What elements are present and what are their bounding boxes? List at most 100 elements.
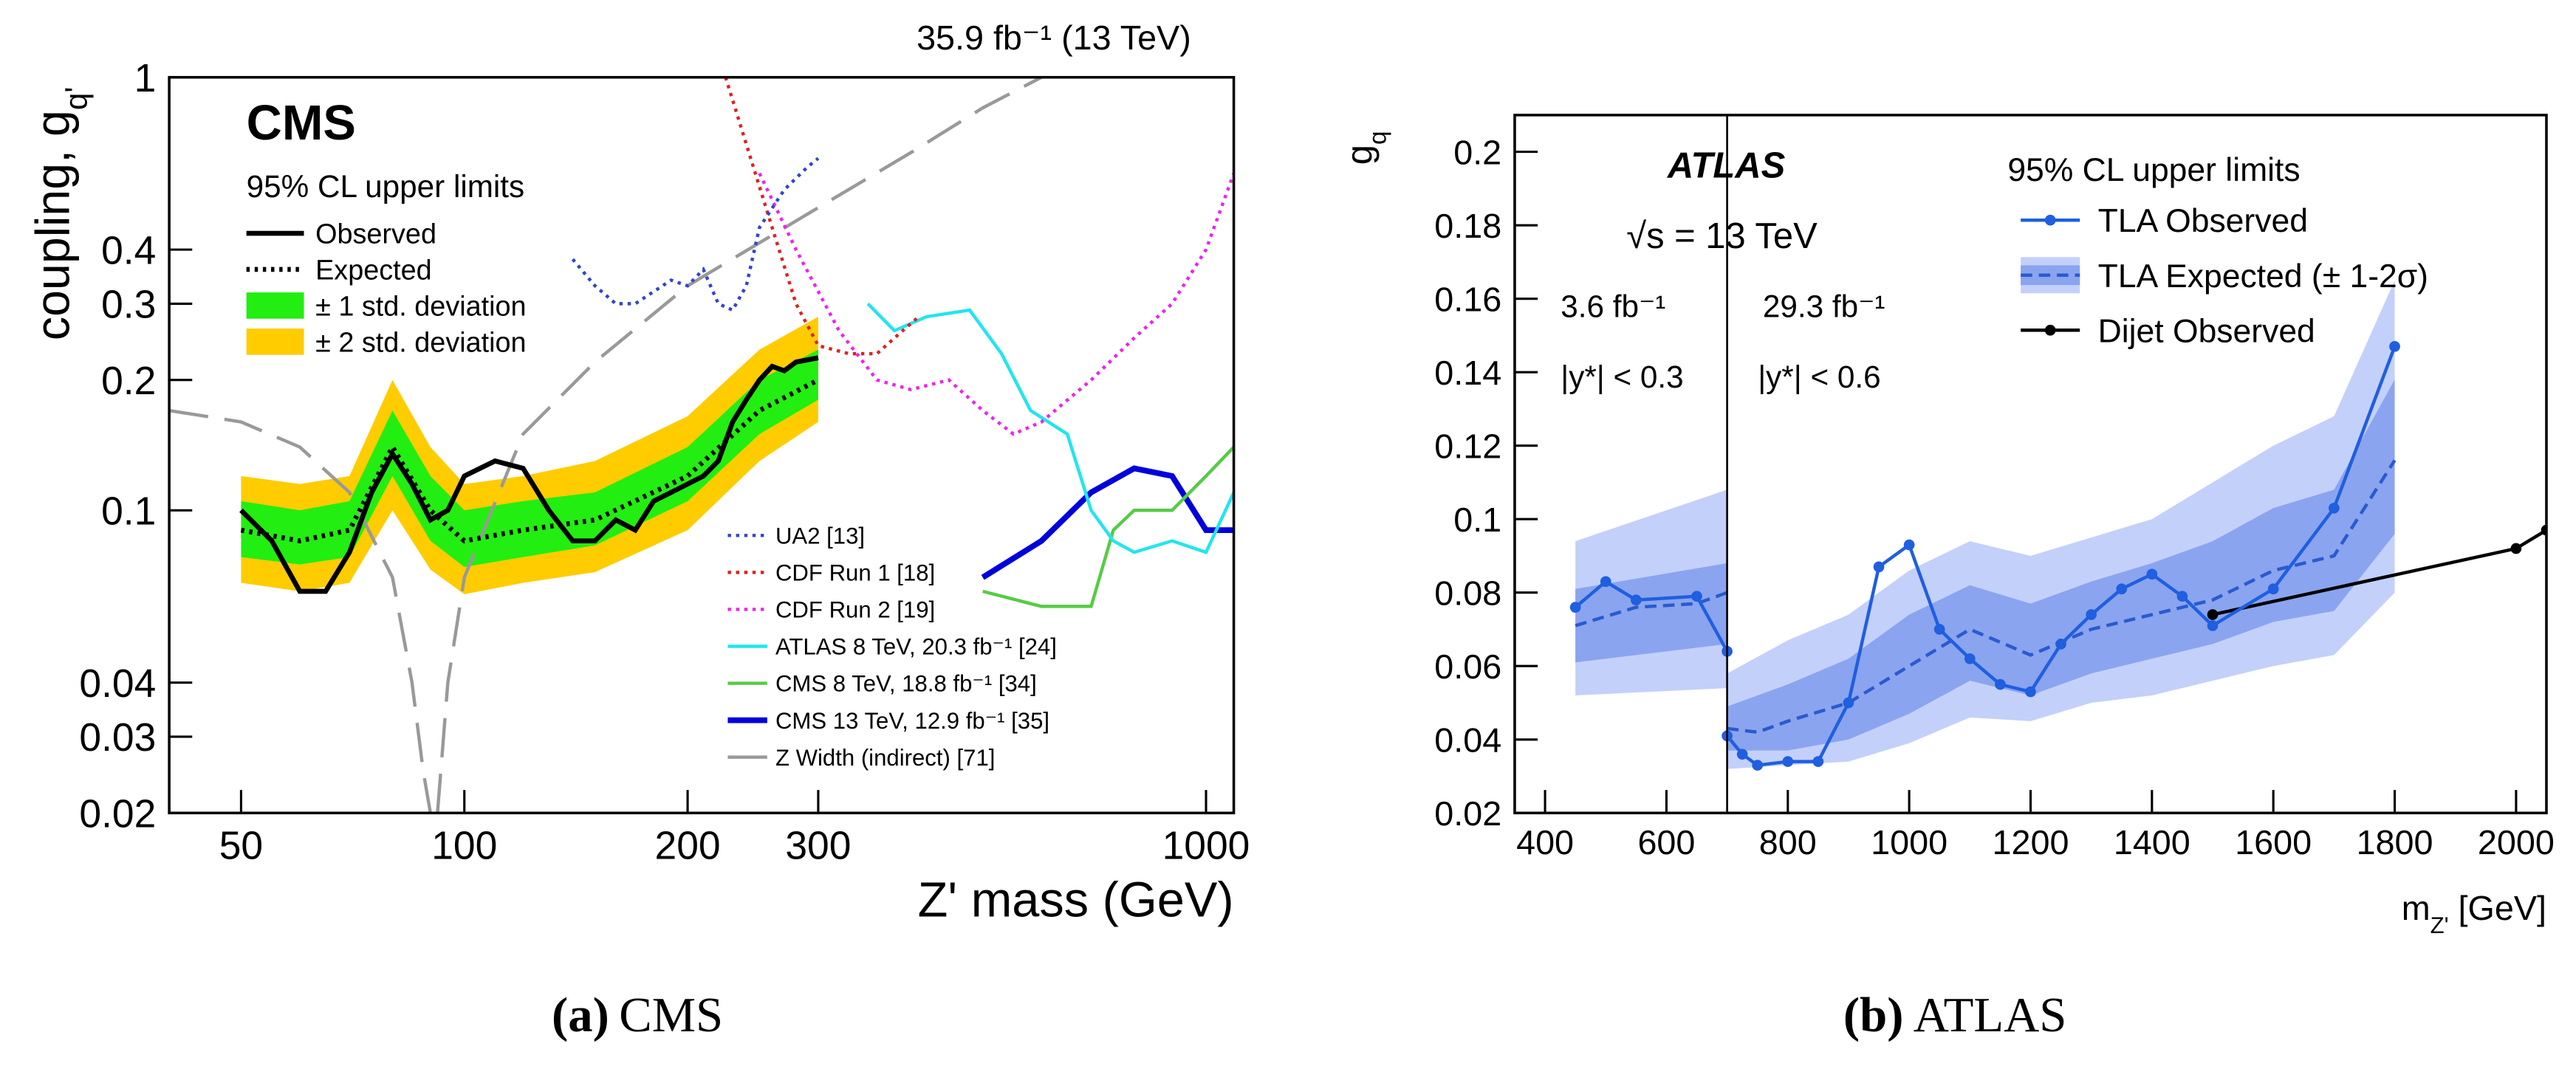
legend-label: UA2 [13] (775, 523, 865, 549)
y-tick-label: 1 (134, 57, 157, 100)
point (1782, 756, 1794, 767)
series-line (239, 355, 819, 594)
x-tick-label: 200 (655, 825, 721, 868)
x-tick-label: 1000 (1871, 823, 1948, 862)
y-tick-label: 0.02 (1434, 794, 1501, 833)
y-tick-label: 0.3 (101, 283, 156, 327)
series-line (571, 157, 820, 312)
y-tick-label: 0.04 (1434, 721, 1501, 760)
x-tick-label: 1000 (1162, 825, 1250, 868)
series-line (240, 377, 820, 544)
point (2176, 591, 2188, 602)
legend-entry: Expected (246, 255, 432, 286)
lumi: 35.9 fb⁻¹ (13 TeV) (917, 18, 1191, 57)
point (1569, 602, 1581, 613)
energy: √s = 13 TeV (1626, 216, 1818, 256)
point (1736, 749, 1748, 760)
y-tick-label: 0.4 (101, 229, 156, 272)
legend-entry: TLA Expected (± 1-2σ) (2021, 257, 2428, 295)
legend-entry: CDF Run 2 [19] (727, 597, 935, 623)
legend-label: ATLAS 8 TeV, 20.3 fb⁻¹ [24] (775, 634, 1057, 660)
cut-right: |y*| < 0.6 (1758, 360, 1880, 394)
caption-text: CMS (619, 988, 723, 1042)
legend-label: CDF Run 1 [18] (775, 560, 935, 586)
x-tick-label: 100 (431, 825, 497, 868)
legend-entry: TLA Observed (2021, 203, 2308, 239)
y-tick-label: 0.14 (1434, 354, 1501, 392)
point (1752, 760, 1764, 771)
legend-label: TLA Observed (2098, 203, 2308, 239)
legend-label: CMS 13 TeV, 12.9 fb⁻¹ [35] (775, 708, 1049, 734)
caption: (a) CMS (552, 988, 723, 1042)
experiment-label: CMS (247, 96, 356, 151)
legend-entry: ± 2 std. deviation (246, 327, 527, 358)
caption-text: ATLAS (1914, 988, 2067, 1042)
point (2146, 568, 2158, 580)
plot-area (169, 77, 1234, 814)
legend-label: Observed (315, 219, 436, 250)
y-label: gq (1340, 131, 1391, 165)
point (2116, 583, 2128, 595)
lumi-left: 3.6 fb⁻¹ (1561, 289, 1665, 323)
frame (168, 75, 1236, 815)
legend-swatch (246, 329, 304, 355)
x-label-sub: Z' (2431, 912, 2449, 938)
x-tick-label: 50 (219, 825, 263, 868)
legend-entry: ± 1 std. deviation (246, 292, 527, 323)
y-tick-label: 0.03 (79, 716, 156, 760)
series-line (981, 465, 1234, 580)
series-line (982, 446, 1234, 608)
y-label-sub: q' (58, 87, 93, 111)
point (2267, 583, 2279, 595)
y-tick-label: 0.16 (1434, 280, 1501, 318)
series-line (436, 77, 1043, 814)
legend-entry: Z Width (indirect) [71] (727, 745, 995, 771)
legend-entry: Observed (246, 219, 436, 250)
x-tick-label: 1200 (1993, 823, 2069, 862)
point (1812, 756, 1824, 767)
x-tick-label: 2000 (2478, 823, 2555, 862)
caption-label: (a) (552, 988, 609, 1042)
x-label-unit: [GeV] (2449, 889, 2546, 927)
legend-swatch (2044, 324, 2056, 336)
legend-label: TLA Expected (± 1-2σ) (2098, 258, 2428, 295)
cut-left: |y*| < 0.3 (1561, 360, 1683, 394)
legend-label: CDF Run 2 [19] (775, 597, 935, 623)
x-tick-label: 1400 (2114, 823, 2190, 862)
legend-entry: CDF Run 1 [18] (727, 560, 935, 586)
point (1691, 591, 1702, 602)
legend-label: ± 2 std. deviation (315, 327, 527, 358)
point (1933, 624, 1945, 635)
legend-label: Dijet Observed (2098, 313, 2315, 349)
point (1964, 653, 1976, 664)
legend-swatch (2044, 214, 2056, 226)
point (1873, 561, 1885, 573)
legend-entry: CMS 8 TeV, 18.8 fb⁻¹ [34] (727, 671, 1037, 697)
y-tick-label: 0.2 (101, 360, 156, 403)
point (2510, 543, 2522, 554)
x-tick-label: 300 (785, 825, 851, 868)
point (2207, 609, 2219, 620)
y-label-main: g (1340, 145, 1380, 165)
x-tick-label: 1600 (2235, 823, 2312, 862)
x-label-main: m (2402, 889, 2431, 927)
y-label-main: coupling, g (26, 110, 79, 340)
y-tick-label: 0.12 (1434, 427, 1501, 466)
point (2086, 609, 2097, 620)
y-tick-label: 0.08 (1434, 574, 1501, 613)
point (1630, 594, 1642, 606)
y-tick-label: 0.2 (1453, 133, 1501, 171)
subtitle: 95% CL upper limits (2007, 152, 2300, 188)
point (1995, 678, 2006, 690)
point (2541, 524, 2546, 536)
legend-label: CMS 8 TeV, 18.8 fb⁻¹ [34] (775, 671, 1037, 697)
band (241, 349, 818, 567)
x-label: mZ' [GeV] (2402, 889, 2546, 938)
point (2389, 341, 2400, 352)
point (2055, 639, 2066, 650)
x-tick-label: 800 (1759, 823, 1817, 862)
y-label-sub: q (1364, 131, 1391, 145)
series-line (866, 302, 1234, 554)
series-line (1727, 459, 2397, 735)
